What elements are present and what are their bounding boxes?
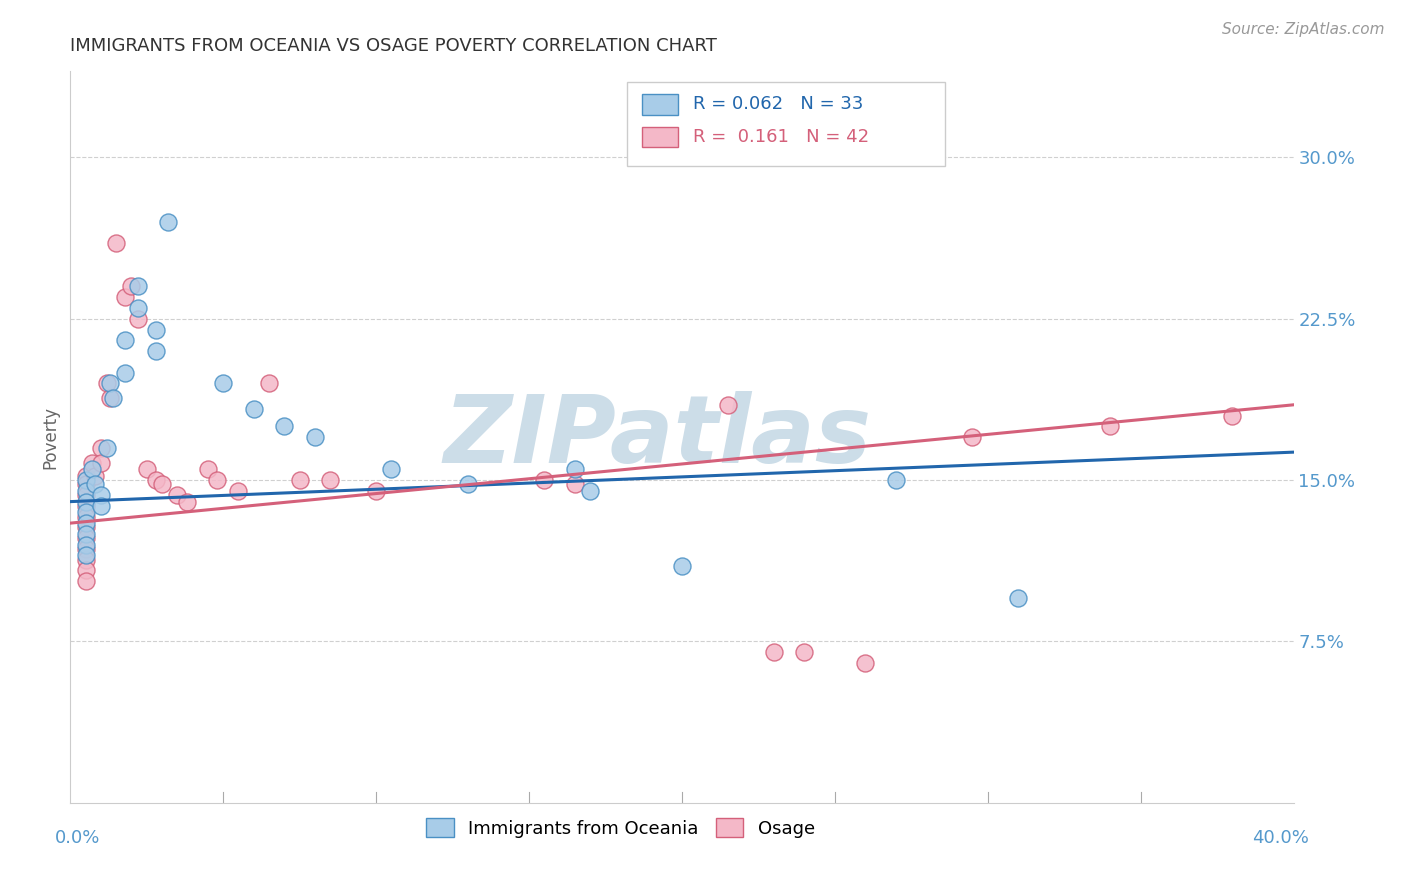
Point xyxy=(304,430,326,444)
Point xyxy=(127,301,149,315)
Point xyxy=(319,473,342,487)
Text: ZIPatlas: ZIPatlas xyxy=(443,391,872,483)
Point xyxy=(884,473,907,487)
Point xyxy=(101,392,124,406)
Point xyxy=(380,462,402,476)
Point xyxy=(457,477,479,491)
Point xyxy=(75,552,97,566)
Text: R =  0.161   N = 42: R = 0.161 N = 42 xyxy=(693,128,869,146)
Point xyxy=(114,290,136,304)
Point xyxy=(75,564,97,578)
Point xyxy=(228,483,250,498)
Point xyxy=(288,473,311,487)
Text: 40.0%: 40.0% xyxy=(1251,829,1309,847)
Point xyxy=(1220,409,1243,423)
Point xyxy=(75,505,97,519)
Point xyxy=(366,483,388,498)
Legend: Immigrants from Oceania, Osage: Immigrants from Oceania, Osage xyxy=(419,811,823,845)
Point xyxy=(75,527,97,541)
Point xyxy=(145,473,167,487)
Point xyxy=(75,574,97,589)
Point xyxy=(90,499,112,513)
Point xyxy=(83,468,105,483)
Text: IMMIGRANTS FROM OCEANIA VS OSAGE POVERTY CORRELATION CHART: IMMIGRANTS FROM OCEANIA VS OSAGE POVERTY… xyxy=(70,37,717,54)
FancyBboxPatch shape xyxy=(627,82,945,167)
Point xyxy=(83,477,105,491)
Point xyxy=(197,462,219,476)
Point xyxy=(127,279,149,293)
Point xyxy=(962,430,984,444)
Point xyxy=(176,494,198,508)
Point xyxy=(75,468,97,483)
Point xyxy=(150,477,173,491)
Point xyxy=(717,398,740,412)
Point xyxy=(98,376,121,391)
Point xyxy=(564,462,586,476)
Point xyxy=(90,456,112,470)
Point xyxy=(80,456,103,470)
Point xyxy=(1007,591,1029,606)
Point xyxy=(75,477,97,491)
Point xyxy=(75,483,97,498)
Point xyxy=(75,499,97,513)
Point xyxy=(145,344,167,359)
Bar xyxy=(641,127,678,147)
Point xyxy=(121,279,143,293)
Point xyxy=(90,441,112,455)
Text: Source: ZipAtlas.com: Source: ZipAtlas.com xyxy=(1222,22,1385,37)
Point xyxy=(212,376,235,391)
Point xyxy=(1099,419,1122,434)
Point xyxy=(96,376,118,391)
Point xyxy=(75,531,97,545)
Point xyxy=(75,473,97,487)
Point xyxy=(564,477,586,491)
Point xyxy=(75,520,97,534)
Point xyxy=(135,462,157,476)
Point xyxy=(533,473,555,487)
Point xyxy=(75,488,97,502)
Point xyxy=(75,549,97,563)
Bar xyxy=(641,94,678,114)
Point xyxy=(114,333,136,347)
Point xyxy=(273,419,295,434)
Point xyxy=(75,541,97,556)
Point xyxy=(145,322,167,336)
Point xyxy=(166,488,188,502)
Text: 0.0%: 0.0% xyxy=(55,829,100,847)
Text: R = 0.062   N = 33: R = 0.062 N = 33 xyxy=(693,95,863,113)
Point xyxy=(98,392,121,406)
Y-axis label: Poverty: Poverty xyxy=(41,406,59,468)
Point xyxy=(105,236,128,251)
Point xyxy=(205,473,228,487)
Point xyxy=(793,645,815,659)
Point xyxy=(75,494,97,508)
Point xyxy=(579,483,602,498)
Point xyxy=(127,311,149,326)
Point xyxy=(75,516,97,530)
Point xyxy=(80,462,103,476)
Point xyxy=(157,215,180,229)
Point xyxy=(762,645,785,659)
Point xyxy=(257,376,280,391)
Point xyxy=(114,366,136,380)
Point xyxy=(243,402,266,417)
Point xyxy=(90,488,112,502)
Point xyxy=(671,559,693,574)
Point xyxy=(75,509,97,524)
Point xyxy=(855,656,877,670)
Point xyxy=(96,441,118,455)
Point xyxy=(75,538,97,552)
